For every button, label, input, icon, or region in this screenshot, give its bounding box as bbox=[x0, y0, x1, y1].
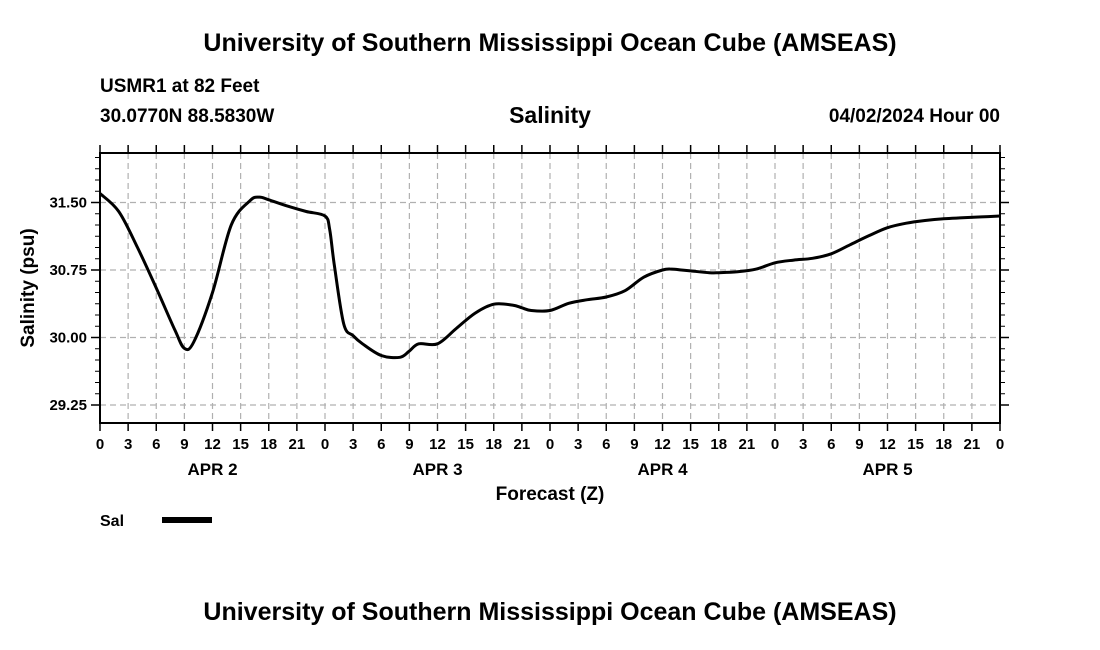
x-tick-label: 15 bbox=[232, 436, 249, 453]
x-tick-label: 18 bbox=[710, 436, 727, 453]
y-tick-label: 29.25 bbox=[49, 397, 87, 414]
y-tick-label: 30.00 bbox=[49, 330, 87, 347]
day-label: APR 5 bbox=[862, 460, 912, 479]
day-label: APR 2 bbox=[187, 460, 237, 479]
x-tick-label: 9 bbox=[855, 436, 863, 453]
footer-title: University of Southern Mississippi Ocean… bbox=[203, 598, 897, 626]
station-label: USMR1 at 82 Feet bbox=[100, 76, 260, 97]
x-tick-label: 12 bbox=[429, 436, 446, 453]
y-tick-label: 30.75 bbox=[49, 262, 87, 279]
forecast-datetime: 04/02/2024 Hour 00 bbox=[828, 106, 1000, 127]
x-tick-label: 3 bbox=[799, 436, 807, 453]
x-tick-label: 0 bbox=[546, 436, 554, 453]
station-coordinates: 30.0770N 88.5830W bbox=[100, 106, 275, 127]
x-tick-label: 0 bbox=[771, 436, 779, 453]
x-tick-label: 9 bbox=[630, 436, 638, 453]
x-tick-label: 0 bbox=[996, 436, 1004, 453]
x-tick-label: 6 bbox=[827, 436, 835, 453]
x-tick-label: 18 bbox=[260, 436, 277, 453]
x-tick-label: 3 bbox=[124, 436, 132, 453]
x-tick-label: 18 bbox=[935, 436, 952, 453]
x-tick-label: 6 bbox=[377, 436, 385, 453]
x-tick-label: 0 bbox=[321, 436, 329, 453]
x-tick-label: 12 bbox=[204, 436, 221, 453]
x-axis-label: Forecast (Z) bbox=[496, 484, 605, 505]
x-tick-label: 6 bbox=[602, 436, 610, 453]
x-tick-label: 18 bbox=[485, 436, 502, 453]
day-label: APR 3 bbox=[412, 460, 462, 479]
salinity-series-line bbox=[98, 192, 1001, 360]
x-tick-label: 12 bbox=[654, 436, 671, 453]
main-title: University of Southern Mississippi Ocean… bbox=[203, 29, 897, 57]
x-tick-label: 15 bbox=[457, 436, 474, 453]
x-tick-label: 9 bbox=[405, 436, 413, 453]
day-label: APR 4 bbox=[637, 460, 688, 479]
x-tick-label: 15 bbox=[682, 436, 699, 453]
x-tick-label: 21 bbox=[514, 436, 531, 453]
x-tick-label: 15 bbox=[907, 436, 924, 453]
y-tick-label: 31.50 bbox=[49, 195, 87, 212]
x-tick-label: 9 bbox=[180, 436, 188, 453]
x-tick-label: 12 bbox=[879, 436, 896, 453]
x-tick-label: 21 bbox=[739, 436, 756, 453]
x-tick-label: 0 bbox=[96, 436, 104, 453]
x-tick-label: 3 bbox=[574, 436, 582, 453]
x-tick-label: 21 bbox=[964, 436, 981, 453]
x-tick-label: 6 bbox=[152, 436, 160, 453]
chart-title: Salinity bbox=[509, 102, 591, 128]
legend-label: Sal bbox=[100, 513, 124, 530]
plot-frame bbox=[99, 152, 1001, 424]
y-axis-label: Salinity (psu) bbox=[18, 228, 39, 347]
x-tick-label: 3 bbox=[349, 436, 357, 453]
x-tick-label: 21 bbox=[289, 436, 306, 453]
